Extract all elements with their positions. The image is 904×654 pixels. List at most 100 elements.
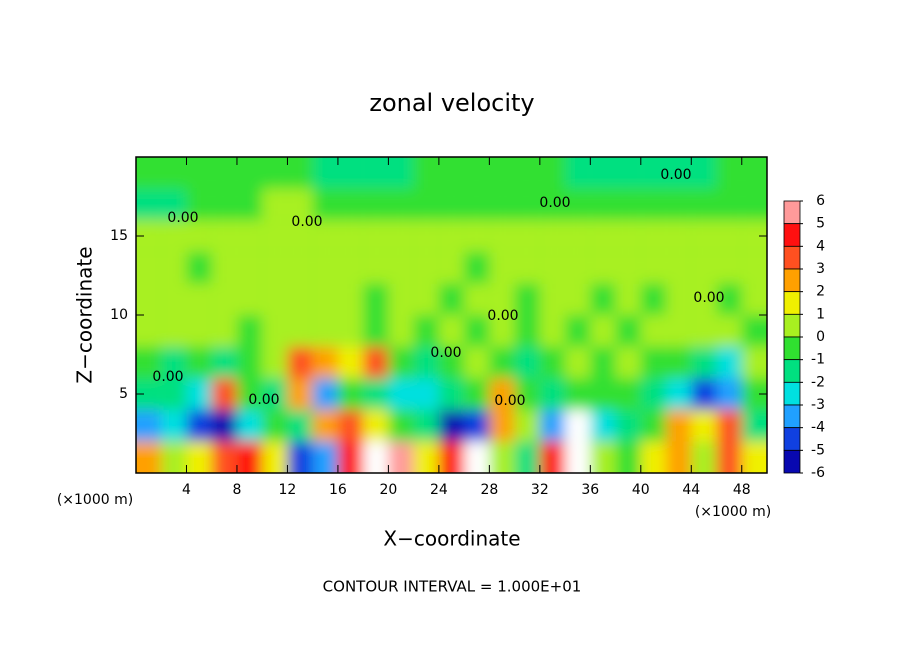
cell bbox=[438, 157, 465, 189]
cell bbox=[615, 441, 641, 473]
cell bbox=[388, 220, 414, 252]
cell bbox=[363, 378, 389, 410]
cell bbox=[363, 188, 389, 221]
cell bbox=[161, 251, 187, 284]
cell bbox=[691, 378, 717, 410]
cell bbox=[211, 346, 237, 379]
colorbar-tick-label: 6 bbox=[816, 193, 825, 209]
cell bbox=[312, 220, 338, 252]
cell bbox=[236, 315, 263, 347]
cell bbox=[262, 378, 288, 410]
cell bbox=[464, 441, 490, 473]
x-unit-label: (×1000 m) bbox=[695, 504, 771, 520]
colorbar-segment bbox=[783, 268, 801, 293]
cell bbox=[211, 378, 237, 410]
contour-label: 0.00 bbox=[291, 214, 322, 230]
cell bbox=[615, 378, 641, 410]
cell bbox=[262, 315, 288, 347]
cell bbox=[666, 220, 692, 252]
x-tick-label: 4 bbox=[182, 482, 191, 498]
cell bbox=[337, 346, 364, 379]
cell bbox=[136, 441, 162, 473]
cell bbox=[186, 220, 212, 252]
colorbar-tick-label: 2 bbox=[816, 284, 825, 300]
footer: CONTOUR INTERVAL = 1.000E+01 bbox=[323, 578, 582, 596]
cell bbox=[565, 441, 591, 473]
cell bbox=[388, 441, 414, 473]
cell bbox=[287, 441, 313, 473]
cell bbox=[539, 157, 566, 189]
cell bbox=[615, 220, 641, 252]
cell bbox=[489, 188, 515, 221]
cell bbox=[691, 220, 717, 252]
cell bbox=[236, 378, 263, 410]
colorbar-segment bbox=[783, 427, 801, 451]
cell bbox=[287, 378, 313, 410]
cell bbox=[363, 283, 389, 315]
contour-label: 0.00 bbox=[494, 393, 525, 409]
cell bbox=[666, 378, 692, 410]
cell bbox=[136, 315, 162, 347]
colorbar-segment bbox=[783, 313, 801, 338]
cell bbox=[262, 283, 288, 315]
cell bbox=[186, 378, 212, 410]
cell bbox=[716, 283, 742, 315]
cell bbox=[262, 157, 288, 189]
cell bbox=[388, 409, 414, 442]
cell bbox=[615, 346, 641, 379]
x-axis-label: X−coordinate bbox=[383, 527, 520, 551]
cell bbox=[161, 346, 187, 379]
cell bbox=[312, 378, 338, 410]
cell bbox=[161, 409, 187, 442]
y-axis-label: Z−coordinate bbox=[73, 246, 97, 383]
cell bbox=[363, 409, 389, 442]
cell bbox=[615, 283, 641, 315]
cell bbox=[363, 157, 389, 189]
contour-label: 0.00 bbox=[152, 369, 183, 385]
cell bbox=[312, 283, 338, 315]
cell bbox=[514, 346, 540, 379]
colorbar-tick-label: -3 bbox=[811, 397, 825, 413]
cell bbox=[211, 220, 237, 252]
cell bbox=[489, 409, 515, 442]
cell bbox=[413, 220, 439, 252]
colorbar-tick-label: 3 bbox=[816, 261, 825, 277]
cell bbox=[388, 346, 414, 379]
cell bbox=[489, 157, 515, 189]
cell bbox=[691, 188, 717, 221]
cell bbox=[590, 283, 616, 315]
cell bbox=[287, 409, 313, 442]
x-tick-label: 44 bbox=[682, 482, 700, 498]
cell bbox=[741, 315, 767, 347]
cell bbox=[640, 409, 667, 442]
cell bbox=[489, 346, 515, 379]
cell bbox=[666, 315, 692, 347]
colorbar-tick-label: 4 bbox=[816, 238, 825, 254]
cell bbox=[666, 251, 692, 284]
cell bbox=[716, 346, 742, 379]
cell bbox=[741, 409, 767, 442]
cell bbox=[640, 188, 667, 221]
cell bbox=[590, 441, 616, 473]
colorbar-segment bbox=[783, 336, 801, 361]
cell bbox=[388, 188, 414, 221]
cell bbox=[337, 441, 364, 473]
cell bbox=[640, 220, 667, 252]
cell bbox=[388, 378, 414, 410]
cell bbox=[514, 378, 540, 410]
colorbar-tick-label: -4 bbox=[811, 420, 825, 436]
cell bbox=[464, 315, 490, 347]
cell bbox=[337, 378, 364, 410]
cell bbox=[211, 283, 237, 315]
y-tick-label: 10 bbox=[110, 307, 128, 323]
cell bbox=[161, 157, 187, 189]
cell bbox=[640, 346, 667, 379]
cell bbox=[741, 346, 767, 379]
cell bbox=[136, 283, 162, 315]
contour-label: 0.00 bbox=[167, 210, 198, 226]
cell bbox=[615, 409, 641, 442]
y-tick-label: 15 bbox=[110, 228, 128, 244]
cell bbox=[236, 346, 263, 379]
x-tick-label: 28 bbox=[480, 482, 498, 498]
